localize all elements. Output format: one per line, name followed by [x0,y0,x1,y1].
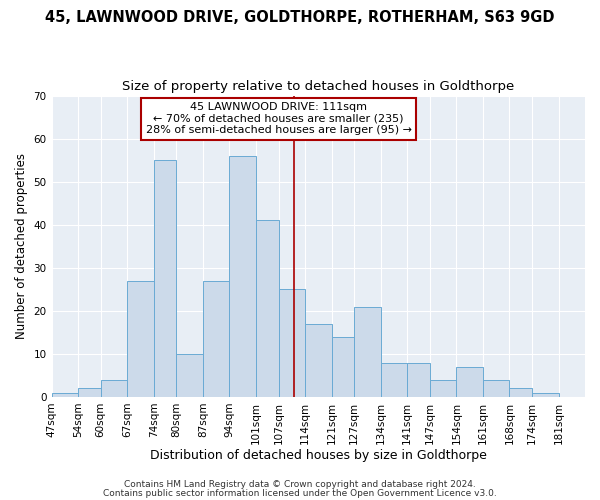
Title: Size of property relative to detached houses in Goldthorpe: Size of property relative to detached ho… [122,80,514,93]
Bar [380,362,407,397]
Bar [509,388,532,397]
Bar [176,354,203,397]
Text: 45, LAWNWOOD DRIVE, GOLDTHORPE, ROTHERHAM, S63 9GD: 45, LAWNWOOD DRIVE, GOLDTHORPE, ROTHERHA… [45,10,555,25]
Text: Contains public sector information licensed under the Open Government Licence v3: Contains public sector information licen… [103,489,497,498]
Bar [354,306,380,397]
Text: Contains HM Land Registry data © Crown copyright and database right 2024.: Contains HM Land Registry data © Crown c… [124,480,476,489]
Bar [532,392,559,397]
Y-axis label: Number of detached properties: Number of detached properties [15,154,28,340]
Bar [101,380,127,397]
X-axis label: Distribution of detached houses by size in Goldthorpe: Distribution of detached houses by size … [150,450,487,462]
Bar [430,380,457,397]
Bar [52,392,78,397]
Bar [256,220,278,397]
Bar [483,380,509,397]
Bar [127,280,154,397]
Bar [278,290,305,397]
Bar [229,156,256,397]
Bar [78,388,101,397]
Bar [407,362,430,397]
Bar [305,324,332,397]
Bar [457,367,483,397]
Bar [203,280,229,397]
Bar [332,336,354,397]
Text: 45 LAWNWOOD DRIVE: 111sqm
← 70% of detached houses are smaller (235)
28% of semi: 45 LAWNWOOD DRIVE: 111sqm ← 70% of detac… [146,102,412,135]
Bar [154,160,176,397]
